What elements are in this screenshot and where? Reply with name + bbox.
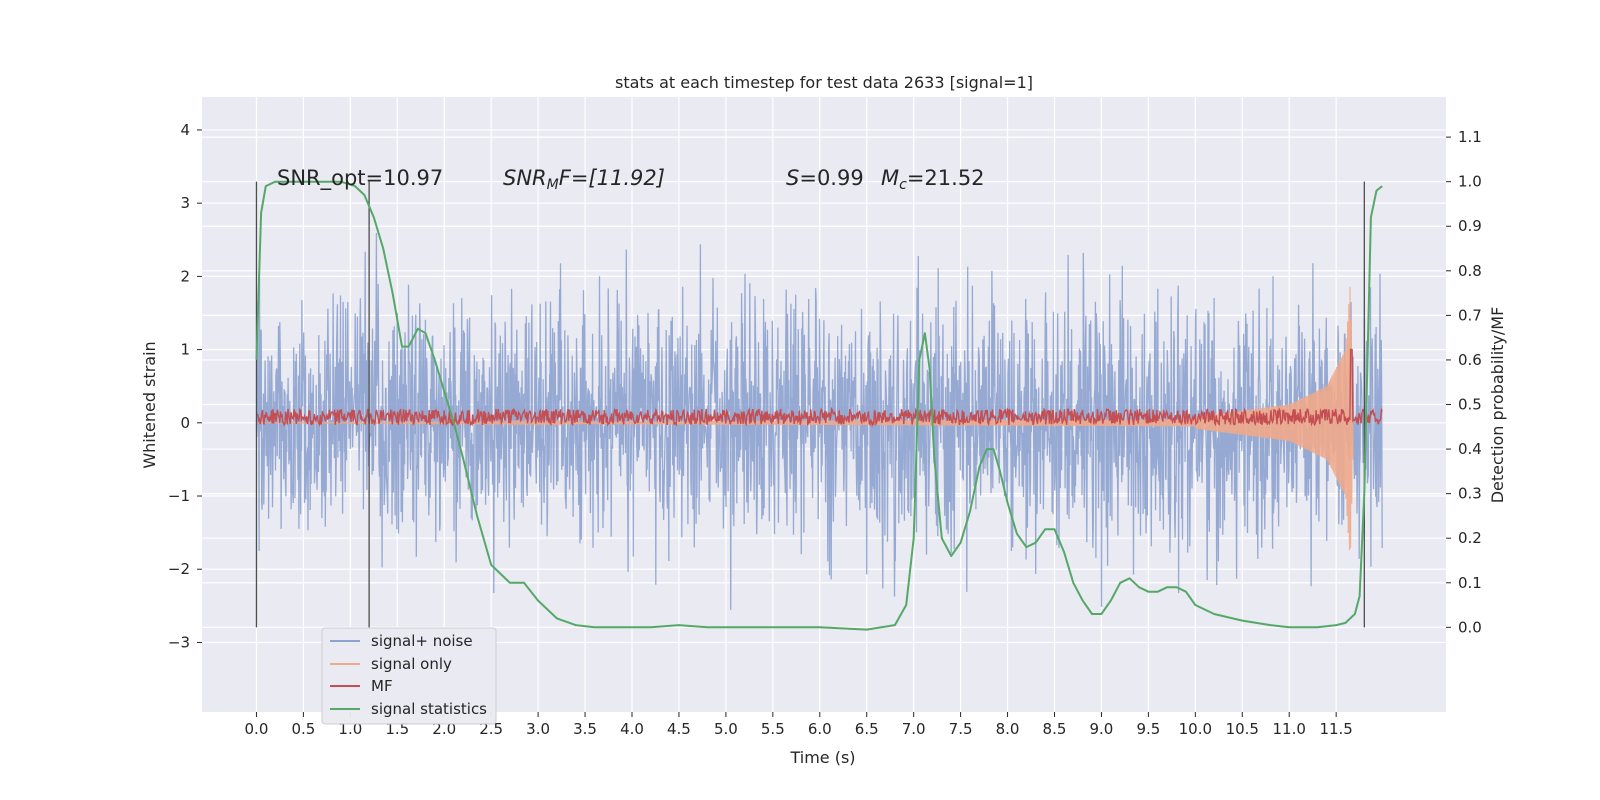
series-signal-only — [256, 286, 1354, 551]
y-tick-label: 0 — [180, 414, 190, 432]
y2-tick-label: 0.9 — [1458, 217, 1482, 235]
y2-tick-label: 0.5 — [1458, 396, 1482, 414]
annotation-snr-opt: SNR_opt=10.97 — [277, 166, 443, 191]
signal-noise-line — [255, 232, 1383, 610]
x-tick-label: 6.0 — [808, 720, 832, 738]
x-tick-label: 10.5 — [1226, 720, 1259, 738]
y-tick-label: −2 — [168, 560, 190, 578]
y2-tick-label: 0.3 — [1458, 485, 1482, 503]
chart-title: stats at each timestep for test data 263… — [615, 73, 1033, 92]
y2-tick-label: 1.1 — [1458, 128, 1482, 146]
series-mf — [255, 348, 1383, 428]
annotation-mc: Mc=21.52 — [881, 166, 985, 193]
x-tick-label: 0.5 — [291, 720, 315, 738]
legend-label-mf: MF — [371, 677, 393, 695]
y-tick-label: 1 — [180, 341, 190, 359]
y2-tick-label: 0.2 — [1458, 529, 1482, 547]
vertical-markers — [255, 181, 1365, 628]
x-tick-label: 9.5 — [1136, 720, 1160, 738]
x-tick-label: 10.0 — [1179, 720, 1212, 738]
legend-box — [321, 627, 497, 725]
y-axis-label: Whitened strain — [140, 341, 159, 468]
x-tick-label: 7.0 — [902, 720, 926, 738]
y2-tick-label: 0.0 — [1458, 618, 1482, 636]
x-tick-label: 3.0 — [526, 720, 550, 738]
y2-tick-label: 0.6 — [1458, 351, 1482, 369]
y2-tick-label: 0.4 — [1458, 440, 1482, 458]
y-tick-label: 2 — [180, 267, 190, 285]
x-tick-label: 11.0 — [1273, 720, 1306, 738]
y-tick-label: −1 — [168, 487, 190, 505]
signal-only-line — [256, 286, 1354, 551]
y-tick-label: −3 — [168, 633, 190, 651]
legend-label-signal-noise: signal+ noise — [371, 632, 473, 650]
series-signal-statistics — [255, 180, 1383, 631]
x-tick-label: 7.5 — [949, 720, 973, 738]
signal-statistics-line — [255, 180, 1383, 631]
legend-label-signal-statistics: signal statistics — [371, 700, 487, 718]
x-axis-ticks: 0.0 0.5 1.0 1.5 2.0 2.5 3.0 3.5 4.0 4.5 5.0 5.5 6.0 6… — [245, 712, 1353, 738]
x-tick-label: 8.5 — [1043, 720, 1067, 738]
x-tick-label: 0.0 — [245, 720, 269, 738]
x-tick-label: 6.5 — [855, 720, 879, 738]
x-tick-label: 9.0 — [1090, 720, 1114, 738]
annotation-s: S=0.99 — [786, 166, 864, 190]
y2-axis-ticks: 1.1 1.0 0.9 0.8 0.7 0.6 0.5 0.4 0.3 0.2 0.1 0.0 — [1446, 128, 1482, 636]
legend-label-signal-only: signal only — [371, 655, 452, 673]
annotation-snr-mf: SNRMF=[11.92] — [503, 166, 665, 193]
legend: signal+ noise signal only MF signal stat… — [321, 627, 497, 725]
x-axis-label: Time (s) — [789, 748, 855, 767]
x-tick-label: 5.0 — [714, 720, 738, 738]
x-tick-label: 11.5 — [1319, 720, 1352, 738]
y2-tick-label: 0.1 — [1458, 574, 1482, 592]
y-axis-ticks: 4 3 2 1 0 −1 −2 −3 — [168, 121, 202, 651]
y-tick-label: 3 — [180, 194, 190, 212]
x-tick-label: 4.5 — [667, 720, 691, 738]
series-signal-noise — [255, 232, 1383, 610]
y2-axis-label: Detection probability/MF — [1488, 307, 1507, 504]
y2-tick-label: 1.0 — [1458, 173, 1482, 191]
y2-tick-label: 0.8 — [1458, 262, 1482, 280]
x-tick-label: 8.0 — [996, 720, 1020, 738]
mf-line — [255, 348, 1383, 428]
x-tick-label: 4.0 — [620, 720, 644, 738]
y2-tick-label: 0.7 — [1458, 306, 1482, 324]
x-tick-label: 3.5 — [573, 720, 597, 738]
y-tick-label: 4 — [180, 121, 190, 139]
x-tick-label: 5.5 — [761, 720, 785, 738]
